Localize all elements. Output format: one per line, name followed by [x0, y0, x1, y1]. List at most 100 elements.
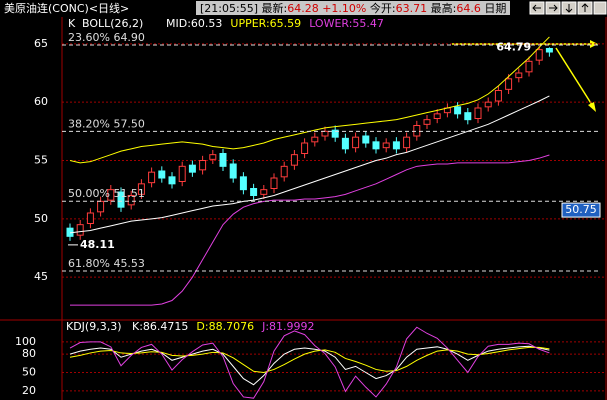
candle-body	[127, 195, 135, 206]
candle-body	[209, 154, 217, 160]
label: 今开:	[370, 1, 396, 15]
candle-body	[331, 129, 339, 138]
candle-body	[250, 188, 258, 196]
candle-body	[525, 60, 533, 73]
candle-body	[505, 78, 513, 90]
candle-body	[341, 137, 349, 150]
candle-body	[372, 141, 380, 150]
candle-body	[290, 154, 298, 166]
candle-body	[545, 48, 553, 53]
legend-indicator: BOLL(26,2)	[82, 17, 143, 30]
candle-body	[474, 107, 482, 119]
legend-entry: LOWER:55.47	[309, 17, 384, 30]
icon	[581, 3, 589, 12]
candle-body	[97, 200, 105, 213]
value: 63.71	[396, 2, 428, 15]
candle-body	[392, 141, 400, 150]
toolbar	[529, 1, 607, 15]
candle-body	[464, 112, 472, 121]
value: +1.10%	[322, 2, 366, 15]
y-tick-label: 60	[34, 95, 48, 108]
time: [21:05:55]	[200, 2, 258, 15]
y-tick-label: 65	[34, 37, 48, 50]
label: 日期	[484, 2, 506, 15]
quote-bar	[196, 1, 510, 15]
value: 64.6	[456, 2, 481, 15]
candle-body	[270, 177, 278, 189]
indicator-line	[70, 154, 550, 306]
candle-body	[433, 113, 441, 120]
candle-body	[413, 125, 421, 137]
y-tick-label: 50	[22, 365, 36, 378]
candle-body	[107, 189, 115, 201]
arrow	[555, 47, 595, 109]
y-tick-label: 45	[34, 270, 48, 283]
arrowhead	[588, 102, 596, 112]
value: 64.28	[287, 2, 319, 15]
kdj-indicator: KDJ(9,3,3)	[66, 320, 122, 333]
candle-body	[76, 224, 84, 236]
main-legend: K BOLL(26,2)	[68, 17, 143, 30]
indicator-line	[69, 326, 550, 399]
candle-body	[311, 136, 319, 143]
candle-body	[168, 176, 176, 185]
y-tick-label: 80	[22, 347, 36, 360]
candle-body	[403, 136, 411, 149]
candle-body	[117, 191, 125, 208]
low-annotation: 48.11	[80, 238, 115, 251]
candle-body	[454, 106, 462, 115]
quote: [21:05:55] 最新:64.28 +1.10% 今开:63.71 最高:6…	[200, 1, 506, 15]
legend-entry: D:88.7076	[196, 320, 254, 333]
candle-body	[199, 160, 207, 171]
candle-body	[219, 153, 227, 167]
candle-body	[423, 119, 431, 125]
fib-label: 50.00% 51.51	[68, 187, 145, 200]
fib-label: 23.60% 64.90	[68, 31, 145, 44]
y-tick-label: 20	[22, 384, 36, 397]
candle-body	[280, 165, 288, 178]
candle-body	[229, 163, 237, 179]
legend-entry: J:81.9992	[261, 320, 314, 333]
candle-body	[148, 171, 156, 184]
y-tick-label: 100	[15, 335, 36, 348]
high-annotation: 64.79	[496, 40, 531, 53]
legend-entry: UPPER:65.59	[230, 17, 301, 30]
icon	[565, 4, 573, 13]
legend-entry: MID:60.53	[166, 17, 222, 30]
label: 最新:	[262, 1, 288, 15]
candle-body	[484, 101, 492, 108]
indicator-line	[69, 345, 550, 386]
candle-body	[260, 189, 268, 195]
legend-prefix: K	[68, 17, 76, 30]
candle-body	[321, 130, 329, 137]
y-tick-label: 55	[34, 154, 48, 167]
chart-title: 美原油连(CONC)<日线>	[4, 1, 129, 15]
cursor-value: 50.75	[565, 203, 597, 216]
icon	[549, 4, 558, 12]
candle-body	[382, 142, 390, 149]
candle-body	[158, 170, 166, 179]
fib-label: 61.80% 45.53	[68, 257, 145, 270]
button[interactable]	[593, 1, 607, 15]
candle-body	[352, 136, 360, 149]
cursor-box	[561, 202, 601, 218]
indicator-line	[69, 95, 550, 234]
candle-body	[188, 164, 196, 173]
icon	[532, 4, 541, 12]
candle-body	[137, 183, 145, 195]
candle-body	[178, 165, 186, 182]
label: 最高:	[431, 1, 457, 15]
candle-body	[239, 176, 247, 191]
candle-body	[86, 212, 94, 224]
fib-label: 38.20% 57.50	[68, 117, 145, 130]
candle-body	[301, 142, 309, 154]
legend-entry: K:86.4715	[132, 320, 188, 333]
y-tick-label: 50	[34, 212, 48, 225]
candle-body	[362, 135, 370, 144]
indicator-line	[69, 346, 550, 374]
candle-body	[515, 72, 523, 79]
candle-body	[494, 90, 502, 102]
